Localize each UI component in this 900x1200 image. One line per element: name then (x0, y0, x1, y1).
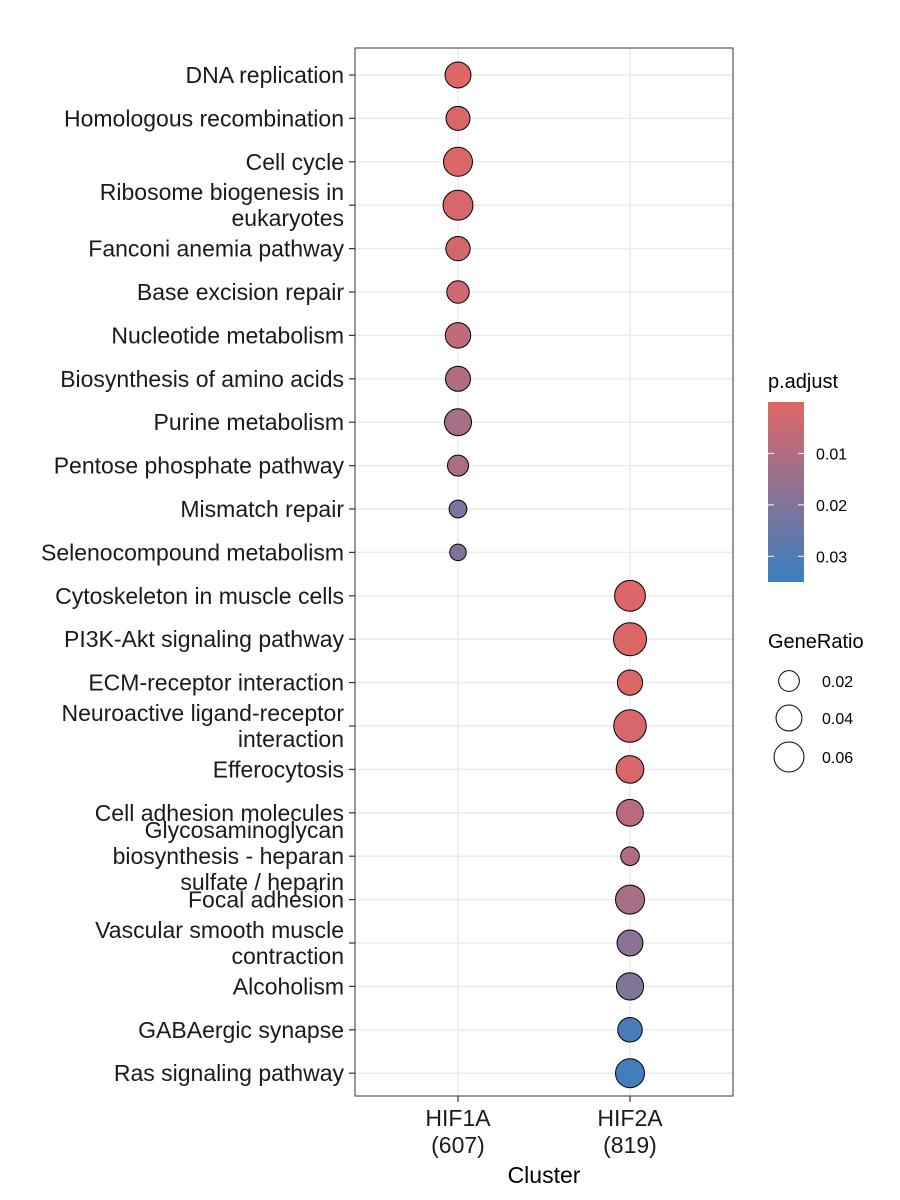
color-legend-title: p.adjust (768, 371, 838, 393)
y-tick-label: Nucleotide metabolism (111, 322, 344, 348)
y-tick-label: Base excision repair (137, 279, 344, 305)
data-point (449, 543, 467, 562)
y-tick-label: Neuroactive ligand-receptor interaction (61, 700, 344, 752)
grid-lines (355, 48, 733, 1096)
x-tick-label: HIF1A (607) (425, 1105, 491, 1158)
x-axis-labels: HIF1A (607) HIF2A (819) (425, 1096, 663, 1158)
plot-panel-border (354, 47, 734, 1097)
data-point (444, 408, 472, 437)
size-legend-circle (775, 704, 803, 732)
data-points (442, 61, 647, 1089)
data-point (444, 61, 472, 89)
color-legend-label: 0.01 (816, 446, 847, 463)
y-tick-label: Vascular smooth muscle contraction (95, 917, 344, 969)
y-tick-label: Pentose phosphate pathway (54, 453, 345, 479)
data-point (614, 579, 646, 612)
color-legend-label: 0.02 (816, 498, 847, 515)
data-point (613, 709, 647, 743)
data-point (444, 322, 472, 349)
data-point (617, 1017, 643, 1043)
data-point (615, 972, 645, 1001)
y-axis-labels: DNA replication Homologous recombination C… (41, 62, 355, 1086)
data-point (615, 1058, 645, 1089)
y-tick-label: Ras signaling pathway (114, 1060, 345, 1086)
y-tick-label: Biosynthesis of amino acids (60, 366, 344, 392)
y-tick-label: Cell adhesion molecules (95, 800, 344, 826)
y-tick-label: Cell cycle (246, 149, 344, 175)
data-point (443, 146, 473, 177)
y-tick-label: Cytoskeleton in muscle cells (55, 583, 344, 609)
y-tick-label: Purine metabolism (154, 409, 344, 435)
data-point (615, 755, 645, 784)
data-point (442, 189, 474, 221)
color-bar (768, 402, 804, 582)
data-point (616, 929, 644, 957)
y-tick-label: Alcoholism (233, 973, 344, 999)
y-tick-label: Focal adhesion (188, 887, 344, 913)
y-tick-label: Ribosome biogenesis in eukaryotes (100, 179, 344, 231)
data-point (446, 280, 470, 304)
size-legend-label: 0.04 (822, 711, 853, 728)
data-point (620, 846, 640, 867)
data-point (447, 454, 469, 477)
data-point (613, 622, 647, 657)
size-legend-circle (778, 670, 800, 692)
y-tick-label: PI3K-Akt signaling pathway (64, 626, 344, 652)
size-legend-title: GeneRatio (768, 631, 864, 653)
y-tick-label: Efferocytosis (213, 756, 344, 782)
y-tick-label: Glycosaminoglycan biosynthesis - heparan s… (113, 817, 344, 895)
x-axis-title: Cluster (508, 1162, 581, 1188)
y-tick-label: Mismatch repair (180, 496, 344, 522)
y-tick-label: Fanconi anemia pathway (88, 236, 344, 262)
y-tick-label: Homologous recombination (64, 105, 344, 131)
color-legend: p.adjust 0.01 0.02 0.03 (768, 371, 847, 582)
size-legend-label: 0.02 (822, 674, 853, 691)
data-point (448, 499, 468, 519)
y-tick-label: ECM-receptor interaction (88, 670, 344, 696)
y-tick-label: Selenocompound metabolism (41, 539, 344, 565)
size-legend: GeneRatio 0.02 0.04 0.06 (768, 631, 864, 773)
data-point (445, 105, 471, 131)
y-tick-label: GABAergic synapse (138, 1017, 344, 1043)
x-tick-label: HIF2A (819) (597, 1105, 663, 1158)
size-legend-circle (773, 741, 805, 773)
data-point (616, 798, 644, 827)
size-legend-label: 0.06 (822, 750, 853, 767)
data-point (445, 235, 471, 262)
y-tick-label: DNA replication (185, 62, 344, 88)
data-point (615, 884, 645, 915)
data-point (445, 365, 471, 392)
color-legend-label: 0.03 (816, 549, 847, 566)
data-point (616, 669, 644, 696)
